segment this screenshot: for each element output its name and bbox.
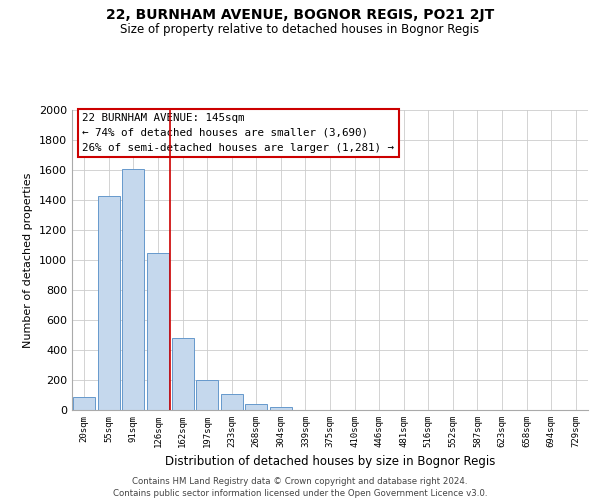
Bar — [270, 407, 292, 410]
Bar — [122, 168, 145, 410]
Text: Contains HM Land Registry data © Crown copyright and database right 2024.
Contai: Contains HM Land Registry data © Crown c… — [113, 476, 487, 498]
Bar — [172, 338, 194, 410]
Bar — [98, 196, 120, 410]
Bar — [245, 404, 268, 410]
Text: 22 BURNHAM AVENUE: 145sqm
← 74% of detached houses are smaller (3,690)
26% of se: 22 BURNHAM AVENUE: 145sqm ← 74% of detac… — [82, 113, 394, 152]
Bar — [196, 380, 218, 410]
Text: 22, BURNHAM AVENUE, BOGNOR REGIS, PO21 2JT: 22, BURNHAM AVENUE, BOGNOR REGIS, PO21 2… — [106, 8, 494, 22]
Bar — [221, 394, 243, 410]
Bar — [147, 252, 169, 410]
Text: Size of property relative to detached houses in Bognor Regis: Size of property relative to detached ho… — [121, 22, 479, 36]
Y-axis label: Number of detached properties: Number of detached properties — [23, 172, 34, 348]
Text: Distribution of detached houses by size in Bognor Regis: Distribution of detached houses by size … — [165, 455, 495, 468]
Bar — [73, 397, 95, 410]
